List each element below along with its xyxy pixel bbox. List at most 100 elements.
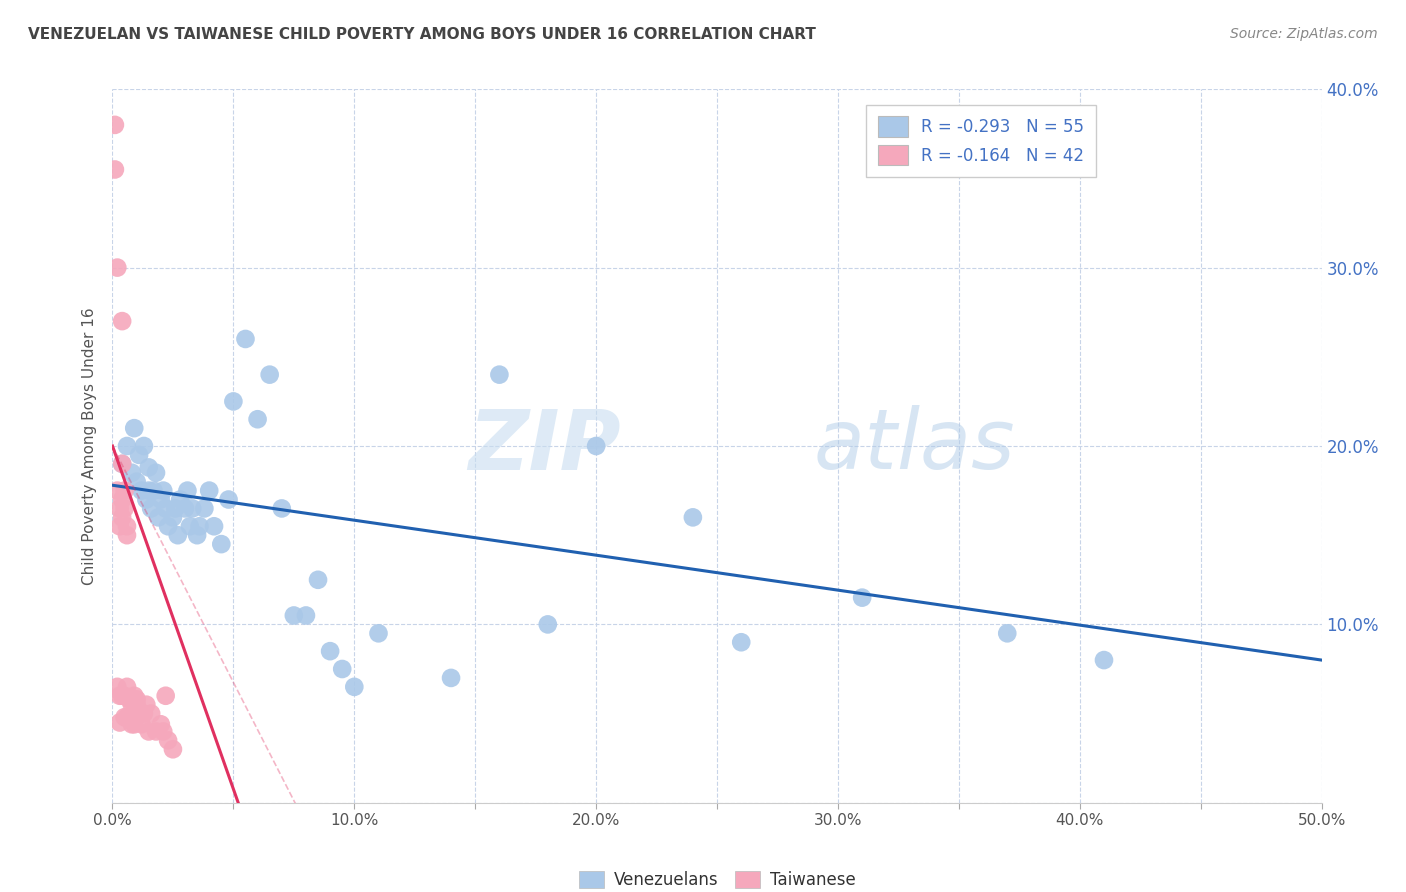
Text: atlas: atlas (814, 406, 1015, 486)
Point (105, 260, 128, 275)
Point (122, 689, 145, 703)
Point (995, 626, 1018, 640)
Point (157, 733, 180, 747)
Point (235, 332, 257, 346)
Point (162, 510, 184, 524)
Point (188, 519, 211, 533)
Point (111, 457, 134, 471)
Point (165, 501, 187, 516)
Point (149, 492, 172, 507)
Point (202, 519, 225, 533)
Point (138, 460, 160, 475)
Point (104, 162, 127, 177)
Point (115, 519, 138, 533)
Text: VENEZUELAN VS TAIWANESE CHILD POVERTY AMONG BOYS UNDER 16 CORRELATION CHART: VENEZUELAN VS TAIWANESE CHILD POVERTY AM… (28, 27, 815, 42)
Y-axis label: Child Poverty Among Boys Under 16: Child Poverty Among Boys Under 16 (82, 307, 97, 585)
Text: ZIP: ZIP (468, 406, 620, 486)
Point (111, 457, 134, 471)
Point (114, 501, 136, 516)
Point (259, 368, 281, 382)
Point (283, 608, 305, 623)
Legend: Venezuelans, Taiwanese: Venezuelans, Taiwanese (572, 864, 862, 892)
Point (179, 519, 201, 533)
Point (295, 608, 318, 623)
Point (118, 710, 141, 724)
Point (537, 617, 560, 632)
Point (343, 680, 366, 694)
Point (114, 689, 136, 703)
Text: Source: ZipAtlas.com: Source: ZipAtlas.com (1230, 27, 1378, 41)
Point (128, 706, 150, 721)
Point (585, 439, 607, 453)
Point (131, 717, 153, 731)
Point (174, 501, 197, 516)
Point (181, 501, 204, 516)
Point (222, 394, 245, 409)
Point (152, 483, 174, 498)
Point (105, 680, 128, 694)
Point (1092, 653, 1115, 667)
Point (186, 528, 208, 542)
Point (121, 717, 143, 731)
Point (851, 591, 873, 605)
Point (155, 689, 177, 703)
Point (141, 706, 163, 721)
Point (142, 483, 165, 498)
Point (152, 724, 174, 739)
Point (218, 492, 240, 507)
Point (118, 692, 141, 706)
Point (440, 671, 463, 685)
Point (114, 710, 136, 724)
Point (115, 528, 138, 542)
Point (108, 519, 131, 533)
Point (125, 475, 148, 489)
Point (193, 501, 215, 516)
Point (108, 501, 131, 516)
Point (488, 368, 510, 382)
Point (115, 680, 138, 694)
Point (145, 724, 167, 739)
Point (111, 314, 134, 328)
Point (135, 698, 157, 712)
Point (138, 483, 160, 498)
Point (114, 483, 136, 498)
Point (138, 724, 160, 739)
Point (330, 662, 353, 676)
Point (115, 710, 138, 724)
Point (246, 412, 269, 426)
Point (149, 717, 172, 731)
Point (198, 483, 221, 498)
Point (121, 466, 143, 480)
Point (121, 698, 143, 712)
Point (148, 510, 170, 524)
Point (104, 118, 127, 132)
Point (125, 692, 148, 706)
Point (111, 510, 134, 524)
Point (166, 528, 188, 542)
Point (270, 501, 292, 516)
Point (105, 483, 128, 498)
Point (176, 483, 198, 498)
Point (682, 510, 704, 524)
Point (145, 466, 167, 480)
Point (307, 573, 329, 587)
Point (108, 715, 131, 730)
Point (157, 519, 180, 533)
Point (108, 689, 131, 703)
Point (135, 492, 157, 507)
Point (111, 492, 134, 507)
Point (169, 492, 191, 507)
Point (155, 501, 177, 516)
Point (128, 448, 150, 462)
Point (131, 483, 153, 498)
Point (209, 537, 232, 551)
Point (319, 644, 342, 658)
Point (122, 717, 145, 731)
Point (122, 421, 145, 435)
Point (132, 439, 155, 453)
Point (141, 501, 163, 516)
Point (125, 698, 148, 712)
Point (132, 706, 155, 721)
Point (367, 626, 389, 640)
Point (115, 439, 138, 453)
